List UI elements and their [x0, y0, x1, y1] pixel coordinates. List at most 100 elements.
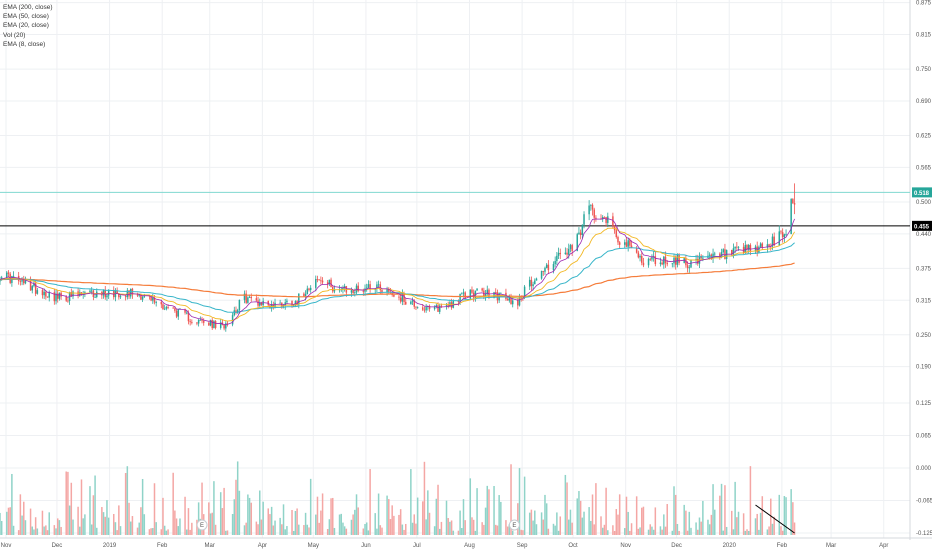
- candle-body: [184, 308, 186, 313]
- candle-body: [566, 252, 568, 255]
- volume-bar: [354, 509, 356, 535]
- candle: [23, 275, 25, 286]
- volume-bar: [496, 525, 499, 535]
- candle: [7, 270, 10, 278]
- candle-body: [629, 240, 631, 246]
- candle: [223, 324, 225, 331]
- candle-body: [746, 245, 748, 250]
- candle-body: [223, 324, 225, 329]
- candle-body: [615, 230, 618, 238]
- volume-bar: [719, 495, 721, 535]
- candle-body: [603, 217, 606, 218]
- candle-body: [160, 302, 163, 305]
- candle-body: [591, 204, 594, 210]
- candle: [124, 294, 127, 301]
- candle: [544, 266, 546, 275]
- volume-bar: [60, 526, 62, 535]
- volume-bar: [545, 503, 548, 535]
- volume-bar: [19, 494, 22, 535]
- volume-bar: [637, 528, 640, 535]
- legend-ema-200[interactable]: EMA (200, close): [3, 4, 53, 11]
- candle: [425, 303, 427, 313]
- candle-body: [34, 283, 37, 294]
- candle-body: [333, 289, 336, 292]
- legend-vol-20[interactable]: Vol (20): [3, 31, 26, 39]
- volume-bar: [661, 529, 663, 535]
- candle-body: [641, 255, 643, 263]
- candle: [547, 260, 550, 274]
- candle: [53, 288, 56, 305]
- volume-bar: [292, 530, 295, 535]
- y-tick-label: 0.565: [916, 165, 932, 171]
- candle: [235, 306, 237, 315]
- legend-ema-8[interactable]: EMA (8, close): [3, 40, 46, 48]
- y-tick-label: 0.815: [916, 33, 932, 39]
- candle: [569, 243, 572, 253]
- candle: [742, 243, 745, 255]
- volume-bar: [342, 522, 344, 535]
- volume-bar: [55, 528, 57, 535]
- earnings-marker: [196, 519, 208, 531]
- candle: [330, 277, 332, 288]
- candle: [510, 293, 512, 305]
- volume-bar: [447, 518, 449, 535]
- candle: [101, 291, 103, 300]
- volume-bar: [593, 524, 595, 535]
- earnings-marker: [508, 519, 520, 531]
- candle-body: [367, 284, 370, 288]
- candle-body: [48, 292, 50, 298]
- candle: [566, 248, 568, 259]
- volume-bar: [219, 492, 222, 535]
- legend-ema-20[interactable]: EMA (20, close): [3, 22, 49, 30]
- candle-body: [56, 293, 59, 299]
- candle: [46, 296, 49, 298]
- volume-bar: [528, 512, 531, 535]
- volume-bar: [381, 527, 383, 535]
- candle-body: [486, 289, 489, 295]
- candle-body: [686, 265, 689, 269]
- candle-body: [248, 296, 251, 298]
- candle: [308, 287, 310, 292]
- volume-bar: [0, 512, 1, 535]
- volume-bar: [494, 524, 497, 535]
- candle-body: [243, 293, 246, 300]
- candle: [780, 230, 782, 235]
- candle-body: [651, 257, 653, 260]
- candle-body: [226, 323, 229, 325]
- candle: [494, 288, 497, 296]
- volume-bar: [9, 507, 11, 535]
- candle: [712, 248, 714, 263]
- candle-body: [534, 280, 536, 285]
- candle-body: [768, 244, 770, 247]
- volume-bar: [601, 527, 604, 535]
- volume-bar: [184, 496, 186, 535]
- candle-body: [583, 214, 585, 225]
- candle: [654, 251, 657, 267]
- candle-body: [607, 216, 609, 223]
- volume-bar: [208, 502, 210, 535]
- volume-bar: [72, 519, 74, 535]
- candle-body: [19, 280, 22, 282]
- legend-ema-50[interactable]: EMA (50, close): [3, 13, 49, 21]
- volume-bar: [316, 496, 319, 535]
- volume-bar: [243, 525, 246, 535]
- candle: [411, 297, 414, 305]
- candle: [172, 306, 174, 309]
- volume-bar: [68, 505, 71, 535]
- candle-body: [163, 308, 166, 310]
- volume-bar: [165, 530, 168, 535]
- volume-bar: [613, 530, 616, 535]
- volume-bar: [486, 485, 489, 535]
- volume-bar: [568, 519, 570, 535]
- candle-body: [0, 277, 3, 280]
- candle: [690, 259, 692, 268]
- volume-bar: [530, 509, 533, 535]
- volume-bar: [666, 504, 668, 535]
- candle-body: [326, 282, 329, 285]
- candle: [651, 254, 653, 262]
- volume-bar: [781, 530, 784, 535]
- candle-body: [493, 292, 495, 299]
- volume-bar: [552, 523, 555, 535]
- volume-bar: [590, 520, 592, 535]
